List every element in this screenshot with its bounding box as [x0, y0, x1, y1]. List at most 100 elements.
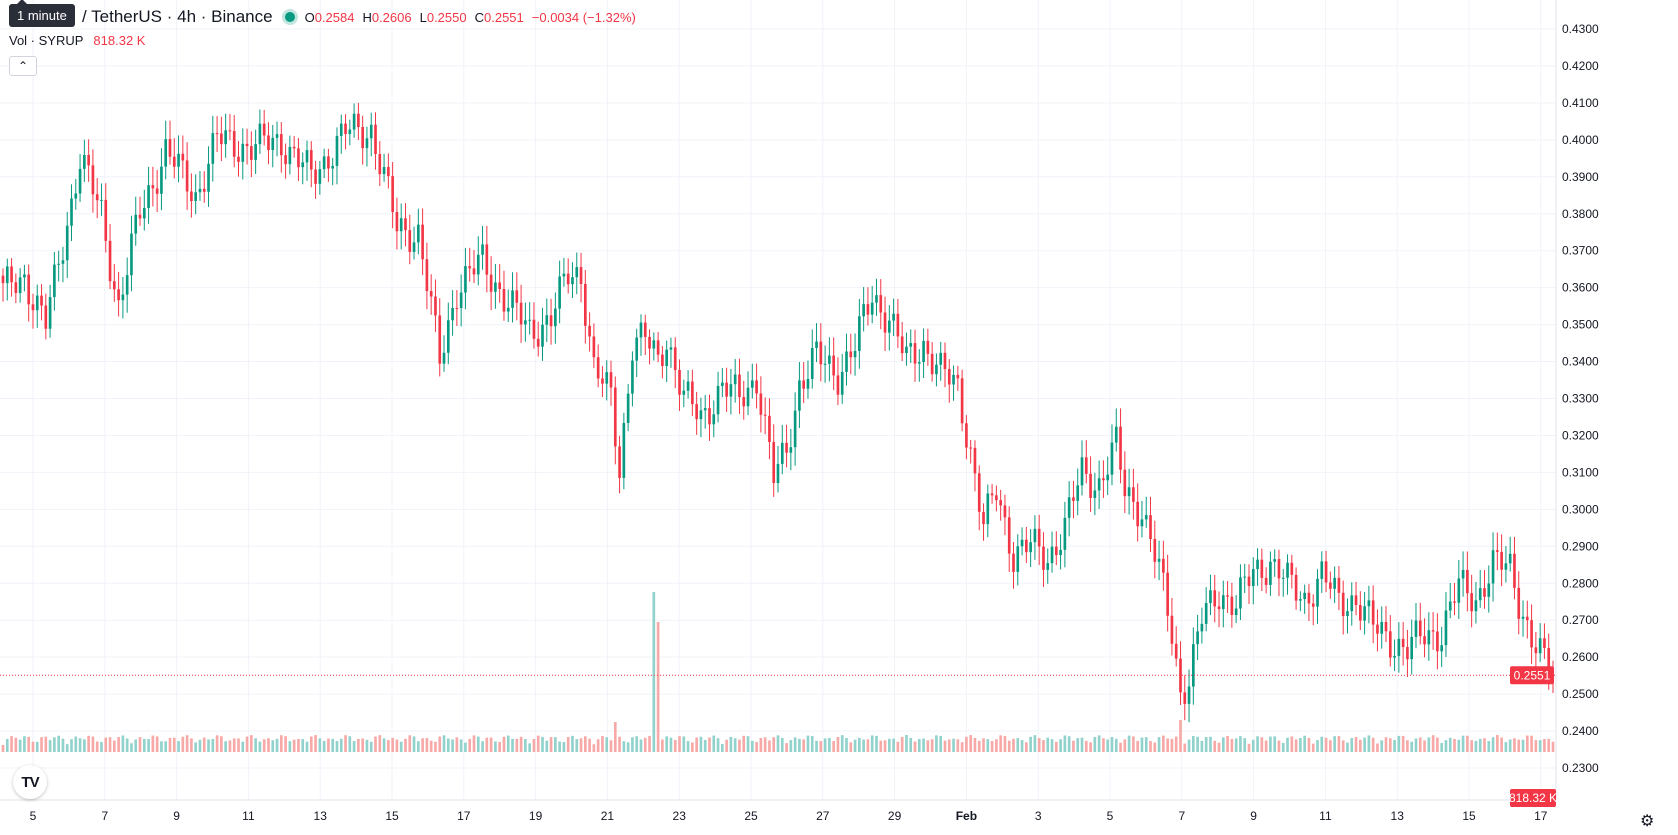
candle-body: [275, 134, 279, 138]
volume-bar: [177, 741, 180, 752]
volume-bar: [322, 740, 326, 752]
volume-bar: [1153, 742, 1157, 752]
candle-body: [1230, 596, 1234, 616]
candle-body: [446, 320, 450, 353]
candle-body: [382, 167, 386, 175]
volume-bar: [172, 737, 176, 752]
candle-body: [1196, 631, 1199, 645]
candle: [1393, 639, 1396, 671]
tradingview-logo[interactable]: TV: [13, 765, 47, 799]
candle-body: [322, 156, 326, 170]
candle: [468, 247, 472, 282]
candle: [1466, 551, 1469, 612]
candle: [1209, 574, 1212, 616]
volume-bar: [1316, 740, 1319, 752]
candle-body: [960, 378, 964, 424]
candle: [772, 424, 776, 497]
candle-body: [952, 374, 955, 385]
candle: [613, 376, 617, 465]
candle-body: [626, 393, 630, 423]
candle: [442, 335, 446, 372]
candle: [1329, 571, 1332, 599]
volume-bar: [669, 737, 673, 752]
candle-body: [279, 134, 283, 156]
candle-body: [879, 295, 883, 313]
volume-label[interactable]: Vol · SYRUP: [9, 33, 84, 48]
volume-bar: [1354, 736, 1358, 752]
candle-body: [1483, 588, 1486, 597]
candle-body: [622, 422, 626, 478]
x-tick-label: 13: [314, 809, 328, 823]
candle-body: [211, 133, 215, 164]
volume-bar: [464, 742, 467, 752]
candle-body: [1354, 595, 1358, 606]
volume-bar: [481, 741, 484, 752]
candle: [1243, 563, 1247, 593]
volume-bar: [74, 736, 78, 752]
candle-body: [1277, 559, 1281, 579]
candle: [588, 312, 591, 352]
candle: [237, 140, 240, 177]
volume-bar: [1192, 735, 1195, 752]
candle: [361, 115, 364, 165]
candle-body: [1384, 621, 1388, 632]
volume-bar: [763, 737, 767, 752]
volume-bar: [1440, 742, 1444, 752]
candle: [1367, 585, 1371, 624]
candle-body: [631, 360, 634, 394]
symbol-title[interactable]: / TetherUS · 4h · Binance: [82, 7, 273, 26]
candle-body: [331, 165, 335, 169]
candle: [566, 258, 570, 294]
candle: [14, 273, 18, 304]
candle: [956, 365, 960, 391]
y-tick-label: 0.3400: [1562, 355, 1599, 369]
volume-bar: [78, 738, 82, 752]
candle-body: [699, 410, 703, 420]
candle-body: [1281, 577, 1285, 579]
candle: [875, 278, 878, 316]
gear-icon[interactable]: ⚙: [1640, 813, 1655, 830]
candle-body: [65, 225, 69, 261]
candle: [185, 142, 189, 210]
candle-body: [519, 302, 523, 325]
candle-body: [798, 380, 801, 411]
candle-body: [806, 378, 810, 389]
candle-body: [571, 277, 574, 285]
volume-bar: [168, 737, 172, 752]
volume-bar: [344, 735, 347, 752]
volume-bar: [1243, 738, 1247, 752]
volume-bar: [1474, 740, 1478, 752]
volume-bar: [1050, 739, 1054, 752]
candle: [524, 302, 527, 342]
ohlc-values: O0.2584 H0.2606 L0.2550 C0.2551 −0.0034 …: [305, 10, 636, 25]
volume-bar: [31, 741, 35, 752]
candle-body: [665, 349, 669, 366]
candle: [228, 113, 232, 141]
candle-body: [1371, 600, 1375, 625]
candle: [1110, 424, 1114, 486]
candle-body: [5, 266, 9, 284]
volume-bar: [922, 738, 925, 752]
candle-body: [168, 139, 172, 157]
candle-body: [750, 380, 754, 388]
volume-bar: [421, 738, 424, 752]
candle-body: [134, 214, 138, 234]
candle: [866, 287, 870, 326]
price-axis[interactable]: [1556, 0, 1678, 835]
candle: [840, 353, 844, 404]
y-tick-label: 0.3900: [1562, 170, 1599, 184]
volume-bar: [1487, 741, 1491, 752]
candle-body: [284, 155, 287, 165]
candle-body: [481, 244, 484, 255]
candle-body: [198, 188, 202, 193]
volume-bar: [1350, 738, 1354, 752]
candle: [742, 380, 746, 420]
candle-body: [70, 198, 73, 226]
candle: [160, 148, 163, 211]
collapse-legend-button[interactable]: ⌃: [9, 56, 37, 76]
volume-bar: [267, 738, 270, 752]
candle-body: [476, 254, 480, 275]
candle-body: [1448, 601, 1452, 611]
candle-body: [23, 274, 26, 278]
